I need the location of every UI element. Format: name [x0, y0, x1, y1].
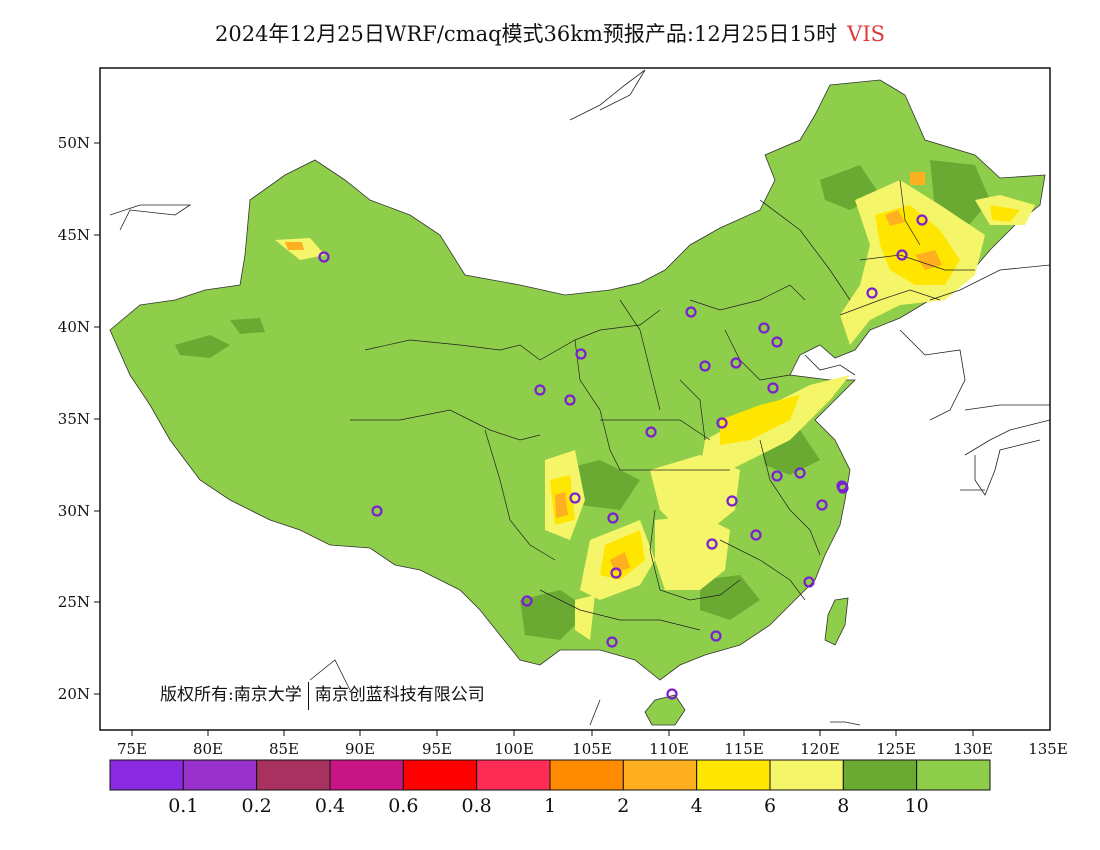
station-marker [916, 214, 928, 226]
station-marker [816, 499, 828, 511]
station-marker [564, 394, 576, 406]
station-marker [706, 538, 718, 550]
lon-label: 100E [494, 740, 534, 758]
colorbar-tick-label: 0.6 [388, 795, 418, 817]
station-marker [836, 480, 848, 492]
copyright-notice: 版权所有:南京大学 南京创蓝科技有限公司 [160, 680, 485, 710]
lat-label: 45N [58, 226, 90, 244]
lon-label: 90E [345, 740, 375, 758]
station-marker [607, 512, 619, 524]
latitude-axis: 50N 45N 40N 35N 30N 25N 20N [58, 134, 100, 703]
colorbar-swatch [916, 759, 991, 791]
map-frame [99, 67, 1051, 731]
colorbar-swatch [549, 759, 624, 791]
station-marker [569, 492, 581, 504]
station-marker [794, 467, 806, 479]
station-marker [710, 630, 722, 642]
station-marker [758, 322, 770, 334]
lon-label: 120E [800, 740, 840, 758]
colorbar-swatch [696, 759, 771, 791]
longitude-axis: 75E 80E 85E 90E 95E 100E 105E 110E 115E … [117, 730, 1068, 758]
taiwan-island [824, 597, 849, 646]
lat-label: 30N [58, 502, 90, 520]
station-marker [803, 576, 815, 588]
map-title: 2024年12月25日WRF/cmaq模式36km预报产品:12月25日15时 V… [0, 18, 1100, 48]
lon-label: 85E [269, 740, 299, 758]
station-marker [716, 417, 728, 429]
lat-label: 50N [58, 134, 90, 152]
colorbar-tick-label: 6 [764, 795, 776, 817]
colorbar-tick-label: 0.4 [315, 795, 345, 817]
neighbor-coastlines [109, 69, 1050, 726]
copyright-right: 南京创蓝科技有限公司 [314, 685, 485, 705]
station-marker [771, 336, 783, 348]
dark-green-zones [175, 160, 990, 640]
lon-label: 130E [953, 740, 993, 758]
colorbar-swatch [109, 759, 184, 791]
copyright-separator [307, 681, 309, 710]
colorbar-tick-label: 2 [617, 795, 629, 817]
colorbar-tick-label: 8 [837, 795, 849, 817]
station-marker [767, 382, 779, 394]
province-borders [350, 179, 975, 631]
colorbar-swatch [842, 759, 918, 791]
map-content [109, 69, 1050, 726]
station-marker [610, 567, 622, 579]
colorbar-swatch [182, 759, 258, 791]
station-marker [521, 595, 533, 607]
station-marker [699, 360, 711, 372]
station-marker [666, 688, 678, 700]
colorbar: 0.1 0.2 0.4 0.6 0.8 1 2 4 6 8 10 [109, 759, 991, 817]
colorbar-swatch [402, 759, 478, 791]
lon-label: 125E [876, 740, 916, 758]
lat-label: 35N [58, 410, 90, 428]
colorbar-swatch [256, 759, 331, 791]
colorbar-tick-label: 1 [544, 795, 556, 817]
hainan-island [644, 694, 686, 726]
lon-label: 135E [1028, 740, 1068, 758]
colorbar-tick-label: 0.2 [242, 795, 272, 817]
station-marker [771, 470, 783, 482]
colorbar-tick-label: 0.8 [462, 795, 492, 817]
station-marker [896, 249, 908, 261]
lon-label: 110E [649, 740, 689, 758]
china-land [109, 79, 1046, 681]
station-marker [371, 505, 383, 517]
station-marker [730, 357, 742, 369]
title-variable: VIS [847, 22, 886, 46]
station-marker [606, 636, 618, 648]
colorbar-swatch [329, 759, 404, 791]
station-marker [645, 426, 657, 438]
lat-label: 20N [58, 685, 90, 703]
haze-orange-zones [285, 172, 942, 572]
lon-label: 105E [572, 740, 612, 758]
station-marker [866, 287, 878, 299]
lon-label: 80E [193, 740, 223, 758]
lon-label: 115E [724, 740, 764, 758]
station-markers [318, 214, 928, 700]
station-marker [318, 251, 330, 263]
lon-label: 95E [422, 740, 452, 758]
lat-label: 40N [58, 318, 90, 336]
station-marker [534, 384, 546, 396]
colorbar-swatch [622, 759, 698, 791]
station-marker [750, 529, 762, 541]
colorbar-tick-label: 0.1 [168, 795, 198, 817]
lon-label: 75E [117, 740, 147, 758]
station-marker [726, 495, 738, 507]
colorbar-swatch [476, 759, 551, 791]
copyright-left: 版权所有:南京大学 [160, 685, 302, 705]
lat-label: 25N [58, 593, 90, 611]
station-marker [685, 306, 697, 318]
station-marker [575, 348, 587, 360]
title-text: 2024年12月25日WRF/cmaq模式36km预报产品:12月25日15时 [214, 22, 838, 46]
colorbar-tick-label: 4 [691, 795, 703, 817]
colorbar-tick-label: 10 [905, 795, 929, 817]
colorbar-swatch [769, 759, 844, 791]
